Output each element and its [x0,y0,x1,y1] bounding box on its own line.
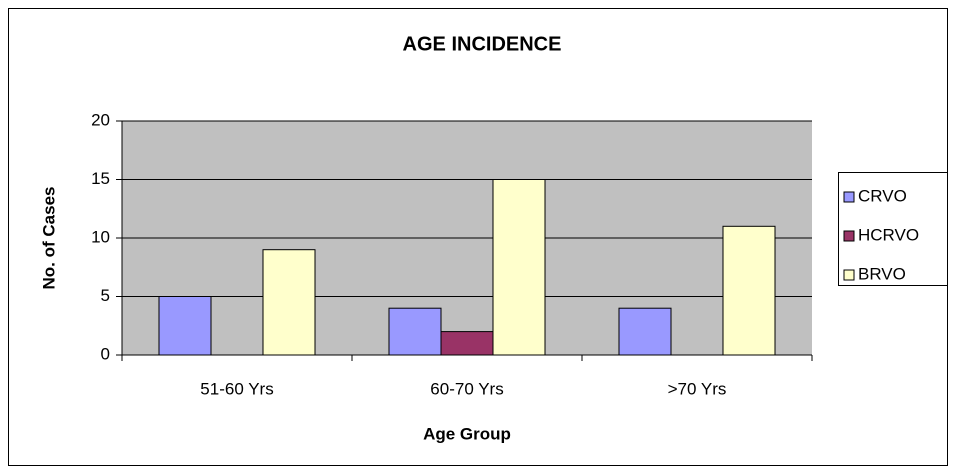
legend [838,172,948,286]
y-tick-label: 0 [101,344,110,363]
bar [722,225,776,356]
y-tick-label: 20 [91,110,110,129]
y-axis-label: No. of Cases [39,187,58,290]
y-tick-label: 5 [101,286,110,305]
legend-label: CRVO [858,186,907,205]
x-axis-label: Age Group [423,424,511,443]
x-tick-label: >70 Yrs [668,379,727,398]
bar [440,331,494,356]
bar [618,307,672,356]
legend-swatch [843,269,855,281]
bar [388,307,442,356]
y-tick-label: 10 [91,227,110,246]
legend-label: HCRVO [858,225,919,244]
legend-swatch [843,191,855,203]
x-tick-label: 60-70 Yrs [430,379,503,398]
chart-title: AGE INCIDENCE [403,33,562,55]
bar [262,249,316,356]
bar [158,296,212,356]
legend-swatch [843,230,855,242]
legend-label: BRVO [858,264,906,283]
bar [492,179,546,356]
y-tick-label: 15 [91,169,110,188]
x-tick-label: 51-60 Yrs [200,379,273,398]
